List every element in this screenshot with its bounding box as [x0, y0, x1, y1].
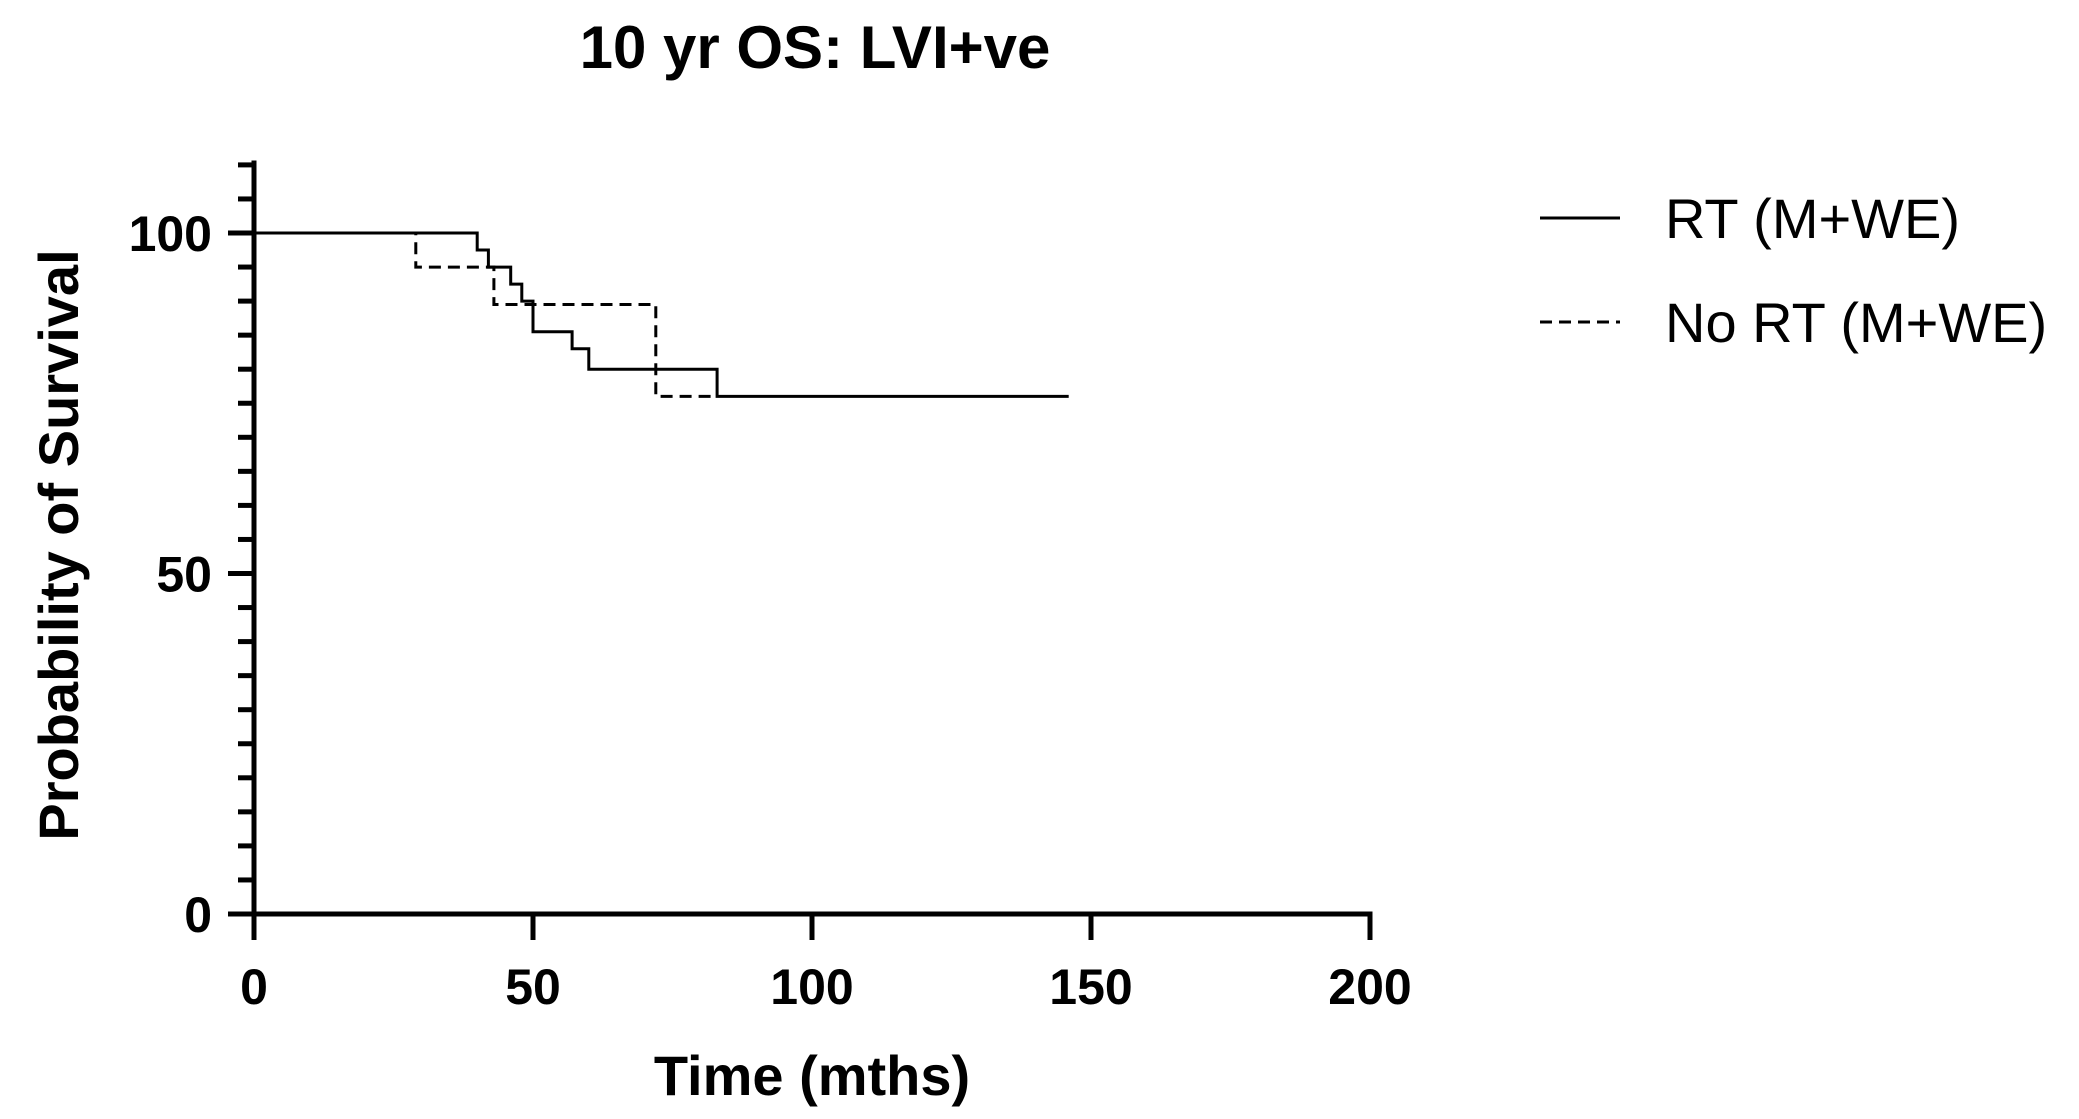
chart-title: 10 yr OS: LVI+ve: [580, 14, 1051, 81]
x-tick-label: 100: [770, 959, 853, 1015]
x-tick-label: 0: [240, 959, 268, 1015]
series-line-rt: [254, 231, 1069, 398]
y-axis-ticks: 0 50 100: [129, 162, 254, 943]
y-tick-label: 100: [129, 206, 212, 262]
x-axis-ticks: 0 50 100 150 200: [240, 914, 1412, 1015]
y-tick-label: 0: [184, 887, 212, 943]
legend-label-rt: RT (M+WE): [1665, 187, 1960, 250]
legend-label-no-rt: No RT (M+WE): [1665, 291, 2047, 354]
legend: RT (M+WE) No RT (M+WE): [1540, 187, 2047, 354]
x-tick-label: 200: [1328, 959, 1411, 1015]
plot-area: 0 50 100 0 50 100 150 200: [129, 160, 1412, 1015]
x-tick-label: 50: [505, 959, 561, 1015]
x-axis-title: Time (mths): [654, 1044, 970, 1107]
x-tick-label: 150: [1049, 959, 1132, 1015]
y-tick-label: 50: [156, 547, 212, 603]
y-axis-title: Probability of Survival: [27, 249, 90, 840]
series-line-no-rt: [254, 231, 718, 398]
series-layer: [254, 231, 1069, 398]
